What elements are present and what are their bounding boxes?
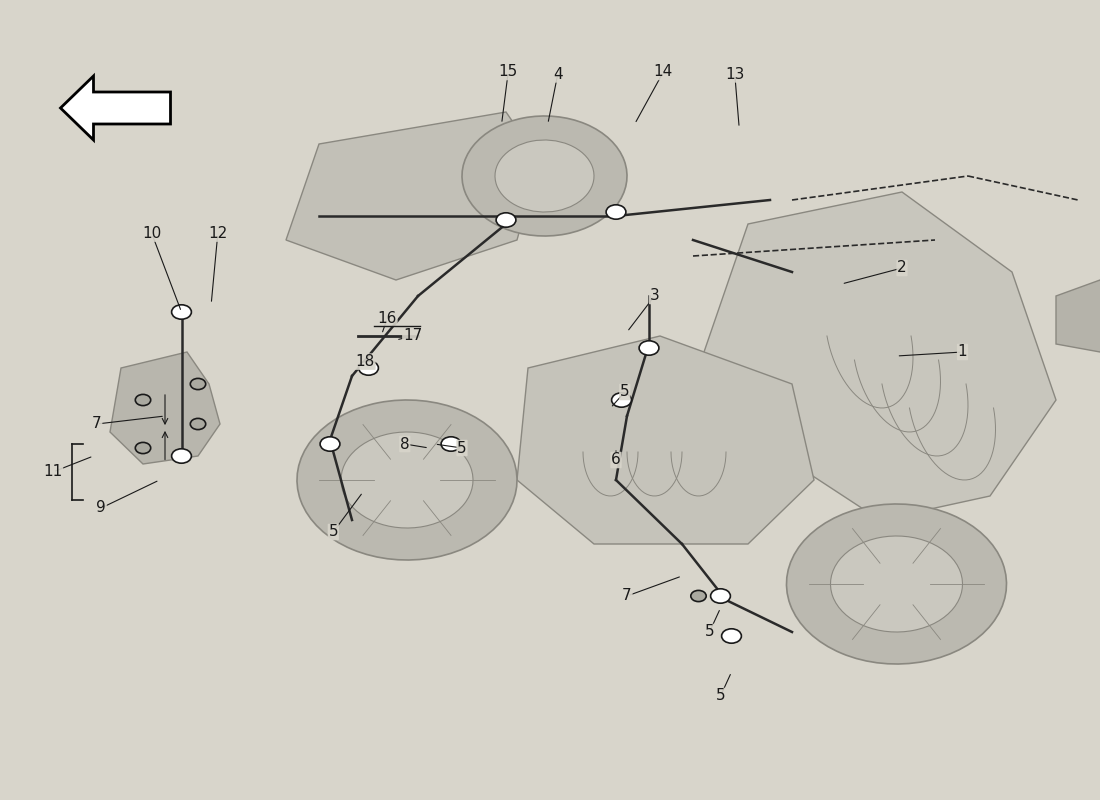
- Circle shape: [441, 437, 461, 451]
- Text: 12: 12: [208, 226, 228, 241]
- Text: 4: 4: [553, 67, 562, 82]
- Text: 2: 2: [898, 261, 906, 275]
- Text: 6: 6: [612, 453, 620, 467]
- Circle shape: [190, 418, 206, 430]
- Text: 5: 5: [716, 689, 725, 703]
- Circle shape: [722, 629, 741, 643]
- Ellipse shape: [786, 504, 1007, 664]
- Circle shape: [639, 341, 659, 355]
- Polygon shape: [110, 352, 220, 464]
- Text: 16: 16: [377, 311, 397, 326]
- Circle shape: [496, 213, 516, 227]
- Ellipse shape: [341, 432, 473, 528]
- Text: 7: 7: [92, 417, 101, 431]
- Text: 5: 5: [458, 441, 466, 455]
- Polygon shape: [517, 336, 814, 544]
- Text: 10: 10: [142, 226, 162, 241]
- Ellipse shape: [462, 116, 627, 236]
- Text: 17: 17: [403, 329, 422, 343]
- Text: 18: 18: [355, 354, 375, 369]
- Circle shape: [606, 205, 626, 219]
- Text: 3: 3: [650, 289, 659, 303]
- Circle shape: [172, 305, 191, 319]
- Text: 13: 13: [725, 67, 745, 82]
- Text: 11: 11: [43, 465, 63, 479]
- Text: 7: 7: [623, 589, 631, 603]
- Circle shape: [711, 589, 730, 603]
- Circle shape: [359, 361, 378, 375]
- Text: 5: 5: [620, 385, 629, 399]
- Polygon shape: [286, 112, 539, 280]
- Polygon shape: [704, 192, 1056, 520]
- Polygon shape: [60, 76, 170, 140]
- Ellipse shape: [495, 140, 594, 212]
- Circle shape: [320, 437, 340, 451]
- Circle shape: [135, 394, 151, 406]
- Text: 5: 5: [329, 525, 338, 539]
- Text: 1: 1: [958, 345, 967, 359]
- Text: 9: 9: [97, 501, 106, 515]
- Circle shape: [691, 590, 706, 602]
- Circle shape: [172, 449, 191, 463]
- Text: 5: 5: [705, 625, 714, 639]
- Circle shape: [135, 442, 151, 454]
- Polygon shape: [1056, 280, 1100, 352]
- Text: 15: 15: [498, 65, 518, 79]
- Ellipse shape: [297, 400, 517, 560]
- Circle shape: [190, 378, 206, 390]
- Text: 14: 14: [653, 65, 673, 79]
- Ellipse shape: [830, 536, 962, 632]
- Circle shape: [612, 393, 631, 407]
- Text: 8: 8: [400, 437, 409, 451]
